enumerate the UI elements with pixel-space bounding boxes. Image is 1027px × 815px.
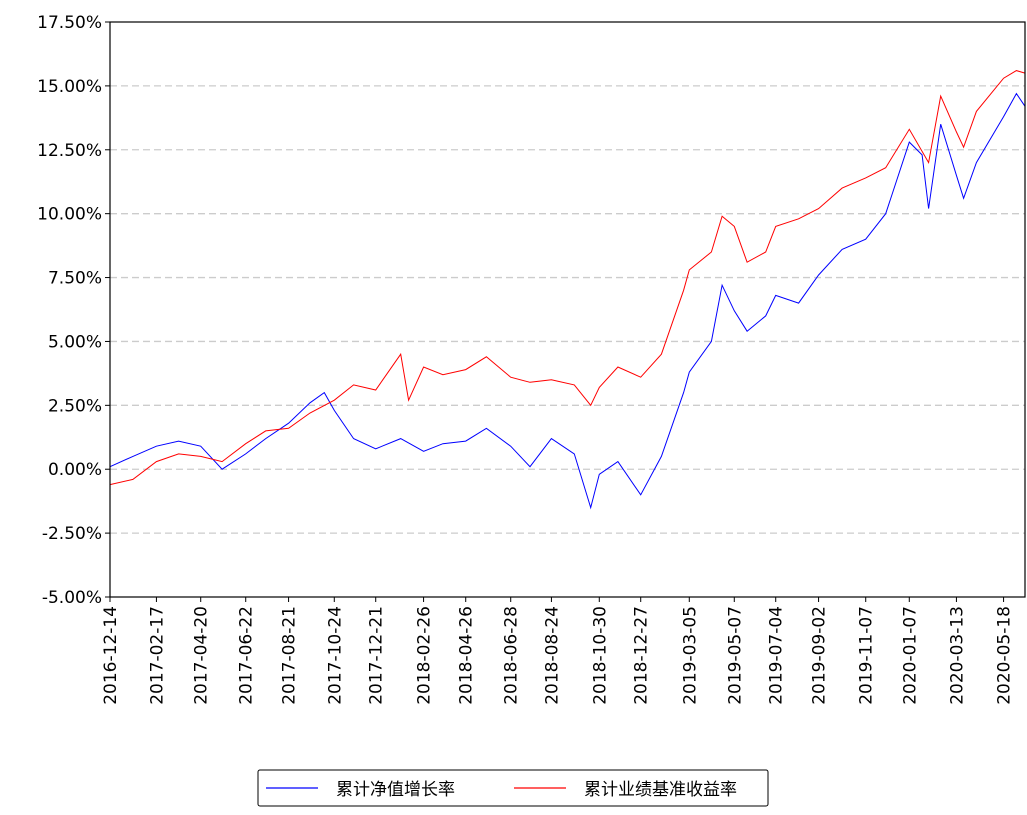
x-tick-label: 2020-03-13: [947, 606, 967, 705]
x-tick-label: 2019-07-04: [767, 606, 787, 705]
y-tick-label: 7.50%: [48, 269, 102, 289]
x-tick-label: 2019-11-07: [857, 606, 877, 705]
x-tick-label: 2018-10-30: [590, 606, 610, 705]
x-tick-label: 2019-03-05: [680, 606, 700, 705]
x-tick-label: 2018-08-24: [542, 606, 562, 705]
y-tick-label: 15.00%: [37, 77, 102, 97]
legend-label: 累计净值增长率: [336, 780, 455, 800]
x-tick-label: 2017-04-20: [192, 606, 212, 705]
x-tick-label: 2017-12-21: [367, 606, 387, 705]
legend-label: 累计业绩基准收益率: [584, 780, 737, 800]
x-tick-label: 2019-05-07: [725, 606, 745, 705]
y-tick-label: -2.50%: [42, 524, 102, 544]
y-tick-label: 5.00%: [48, 332, 102, 352]
y-tick-label: 0.00%: [48, 460, 102, 480]
y-tick-label: 17.50%: [37, 13, 102, 33]
y-tick-label: -5.00%: [42, 588, 102, 608]
plot-frame: [109, 21, 1026, 598]
x-tick-label: 2017-06-22: [237, 606, 257, 705]
x-tick-label: 2018-02-26: [415, 606, 435, 705]
x-tick-label: 2017-02-17: [147, 606, 167, 705]
x-tick-label: 2017-08-21: [280, 606, 300, 705]
x-tick-label: 2017-10-24: [325, 606, 345, 705]
x-tick-label: 2018-12-27: [632, 606, 652, 705]
series-line: [109, 92, 1026, 510]
x-tick-label: 2018-04-26: [457, 606, 477, 705]
x-tick-label: 2020-05-18: [995, 606, 1015, 705]
legend-box: [257, 769, 769, 807]
y-tick-label: 10.00%: [37, 205, 102, 225]
series-line: [109, 70, 1026, 486]
y-tick-label: 12.50%: [37, 141, 102, 161]
x-tick-label: 2016-12-14: [101, 606, 121, 705]
x-tick-label: 2019-09-02: [810, 606, 830, 705]
x-tick-label: 2018-06-28: [502, 606, 522, 705]
y-tick-label: 2.50%: [48, 396, 102, 416]
x-tick-label: 2020-01-07: [900, 606, 920, 705]
legend: 累计净值增长率 累计业绩基准收益率: [257, 769, 769, 807]
